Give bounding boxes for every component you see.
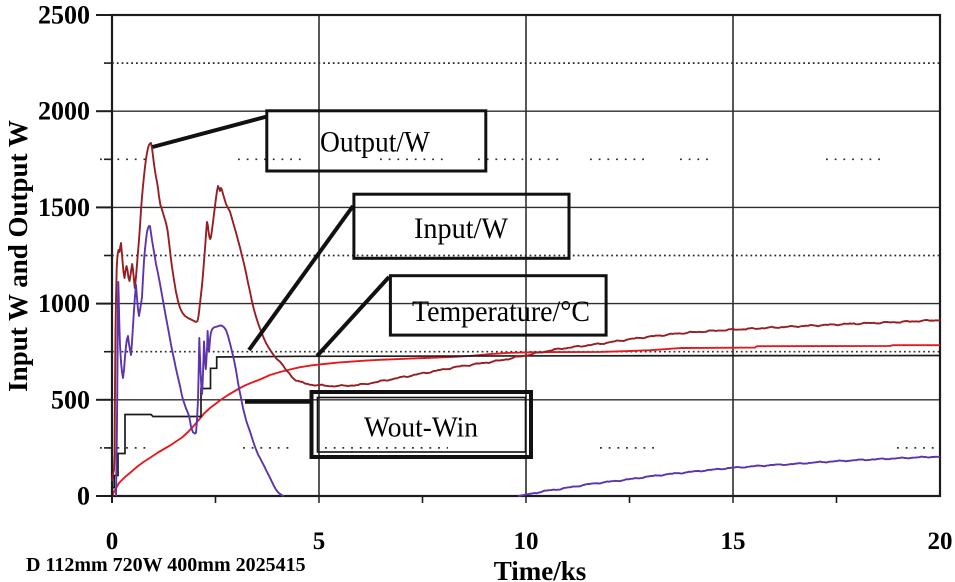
svg-text:5: 5	[313, 528, 326, 555]
svg-text:Output/W: Output/W	[320, 126, 431, 159]
svg-text:1500: 1500	[38, 193, 90, 222]
svg-text:0: 0	[106, 528, 119, 555]
svg-text:20: 20	[928, 528, 953, 555]
svg-text:500: 500	[51, 385, 90, 414]
svg-text:Temperature/°C: Temperature/°C	[412, 295, 590, 328]
svg-text:2000: 2000	[38, 97, 90, 126]
svg-text:D 112mm 720W 400mm 2025415: D 112mm 720W 400mm 2025415	[26, 554, 306, 576]
svg-text:Wout-Win: Wout-Win	[364, 412, 478, 444]
svg-text:Input W and Output W: Input W and Output W	[3, 120, 33, 392]
svg-text:15: 15	[721, 528, 746, 555]
svg-text:Input/W: Input/W	[414, 212, 509, 245]
svg-text:2500: 2500	[38, 1, 90, 30]
svg-text:1000: 1000	[38, 289, 90, 318]
svg-text:10: 10	[514, 528, 539, 555]
svg-text:0: 0	[77, 482, 90, 511]
svg-text:Time/ks: Time/ks	[494, 556, 587, 582]
